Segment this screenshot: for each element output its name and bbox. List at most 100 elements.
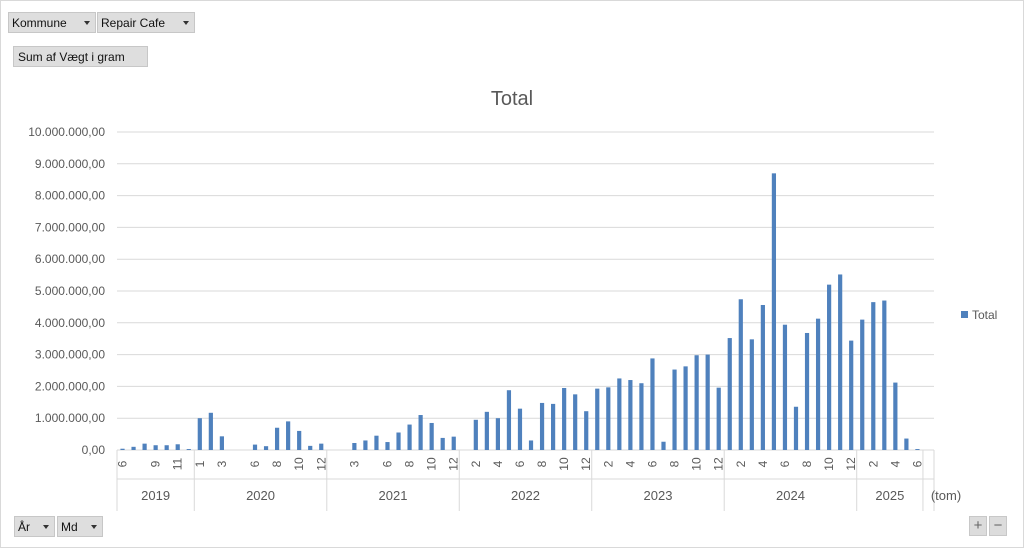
month-tick-label: 3 <box>347 460 361 467</box>
bar <box>539 402 545 450</box>
bar <box>716 387 721 450</box>
month-tick-label: 4 <box>491 460 505 467</box>
chart-title: Total <box>491 88 533 110</box>
bar <box>771 173 777 450</box>
month-tick-label: 1 <box>193 460 207 467</box>
bar <box>297 430 302 450</box>
y-tick-label: 8.000.000,00 <box>35 189 105 203</box>
bar <box>760 304 765 450</box>
bar <box>495 418 500 450</box>
month-tick-label: 10 <box>822 457 836 471</box>
bar <box>120 448 125 450</box>
bar <box>749 339 754 450</box>
bar <box>197 418 202 450</box>
month-tick-label: 10 <box>425 457 439 471</box>
bar <box>440 437 445 450</box>
month-tick-label: 2 <box>469 460 483 467</box>
month-tick-label: 10 <box>690 457 704 471</box>
bar <box>628 380 633 450</box>
year-label: 2023 <box>644 488 673 503</box>
month-tick-label: 12 <box>579 457 593 471</box>
month-tick-label: 12 <box>314 457 328 471</box>
month-tick-label: 10 <box>557 457 571 471</box>
x-axis: 6 9 11 2019 1 3 6 8 10 12 2020 3 6 8 10 12 2021 2 4 6 8 10 12 2… <box>116 450 961 511</box>
month-tick-label: 6 <box>248 460 262 467</box>
value-field-label: Sum af Vægt i gram <box>18 49 125 64</box>
bar <box>142 443 147 450</box>
dropdown-arrow-icon <box>91 525 97 529</box>
bar <box>274 427 280 450</box>
y-tick-label: 3.000.000,00 <box>35 348 105 362</box>
bar <box>308 445 313 450</box>
repair-cafe-filter-button[interactable]: Repair Cafe <box>97 12 195 33</box>
bar <box>595 388 600 450</box>
legend-swatch <box>961 311 968 318</box>
year-label: 2019 <box>141 488 170 503</box>
year-axis-field-label: År <box>18 519 30 534</box>
month-tick-label: 10 <box>292 457 306 471</box>
bar <box>484 411 489 450</box>
legend-label: Total <box>972 308 997 322</box>
bar <box>517 408 523 450</box>
bar <box>849 340 854 450</box>
bar <box>374 435 379 450</box>
bar <box>683 366 688 450</box>
bar <box>617 378 622 450</box>
dropdown-arrow-icon <box>183 21 189 25</box>
month-tick-label: 12 <box>447 457 461 471</box>
bar <box>473 419 478 450</box>
month-axis-field-button[interactable]: Md <box>57 516 103 537</box>
month-tick-label: 11 <box>171 457 185 470</box>
bar <box>661 441 666 450</box>
gridlines <box>117 131 934 451</box>
collapse-field-button[interactable]: − <box>989 516 1007 536</box>
bar <box>528 440 534 450</box>
bar <box>793 406 799 450</box>
month-tick-label: 8 <box>403 460 417 467</box>
bar <box>252 444 258 450</box>
month-tick-label: 6 <box>513 460 527 467</box>
bar <box>131 446 136 450</box>
bar <box>904 438 909 450</box>
month-tick-label: 6 <box>778 460 792 467</box>
y-tick-label: 2.000.000,00 <box>35 379 105 393</box>
month-tick-label: 2 <box>866 460 880 467</box>
bar <box>893 382 898 450</box>
y-tick-label: 5.000.000,00 <box>35 284 105 298</box>
legend: Total <box>961 308 997 322</box>
bar <box>418 415 423 450</box>
bar <box>263 446 269 450</box>
value-field-button[interactable]: Sum af Vægt i gram <box>13 46 148 67</box>
y-tick-label: 7.000.000,00 <box>35 220 105 234</box>
bar <box>672 369 677 450</box>
bar <box>219 436 224 450</box>
dropdown-arrow-icon <box>84 21 90 25</box>
bar <box>562 387 567 450</box>
bar <box>175 444 180 450</box>
bar <box>871 302 876 450</box>
month-tick-label: 2 <box>601 460 615 467</box>
y-axis-tick-labels: 0,00 1.000.000,00 2.000.000,00 3.000.000,00… <box>28 125 105 457</box>
bar <box>815 318 821 450</box>
y-tick-label: 9.000.000,00 <box>35 157 105 171</box>
year-label: 2025 <box>875 488 904 503</box>
bar <box>838 274 843 450</box>
month-tick-label: 8 <box>668 460 682 467</box>
y-tick-label: 1.000.000,00 <box>35 411 105 425</box>
plus-icon: + <box>973 517 983 534</box>
year-label: 2022 <box>511 488 540 503</box>
bar <box>782 324 788 450</box>
bar <box>804 332 810 450</box>
expand-field-button[interactable]: + <box>969 516 987 536</box>
bar <box>208 412 213 450</box>
kommune-filter-button[interactable]: Kommune <box>8 12 96 33</box>
month-tick-label: 4 <box>623 460 637 467</box>
bar <box>606 387 611 450</box>
year-label: (tom) <box>931 488 961 503</box>
bar <box>407 424 412 450</box>
bar <box>186 449 191 450</box>
year-axis-field-button[interactable]: År <box>14 516 55 537</box>
month-tick-label: 6 <box>910 460 924 467</box>
dropdown-arrow-icon <box>43 525 49 529</box>
bar <box>385 442 390 450</box>
